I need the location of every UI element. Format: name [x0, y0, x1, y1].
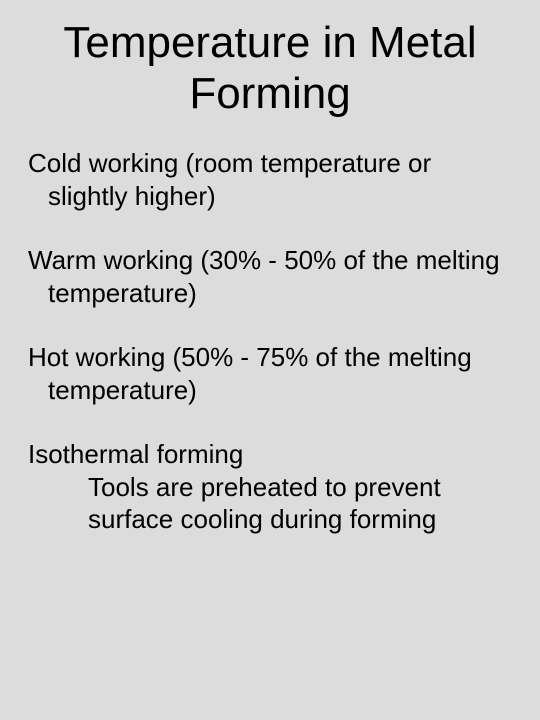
slide-title: Temperature in Metal Forming — [28, 18, 512, 119]
body-item-warm-working: Warm working (30% - 50% of the melting t… — [28, 244, 512, 309]
body-item-isothermal-label: Isothermal forming — [28, 439, 243, 469]
body-item-isothermal: Isothermal forming Tools are preheated t… — [28, 438, 512, 536]
slide: Temperature in Metal Forming Cold workin… — [0, 0, 540, 720]
body-item-hot-working: Hot working (50% - 75% of the melting te… — [28, 341, 512, 406]
body-item-isothermal-sub: Tools are preheated to prevent surface c… — [48, 471, 512, 536]
body-item-cold-working: Cold working (room temperature or slight… — [28, 147, 512, 212]
